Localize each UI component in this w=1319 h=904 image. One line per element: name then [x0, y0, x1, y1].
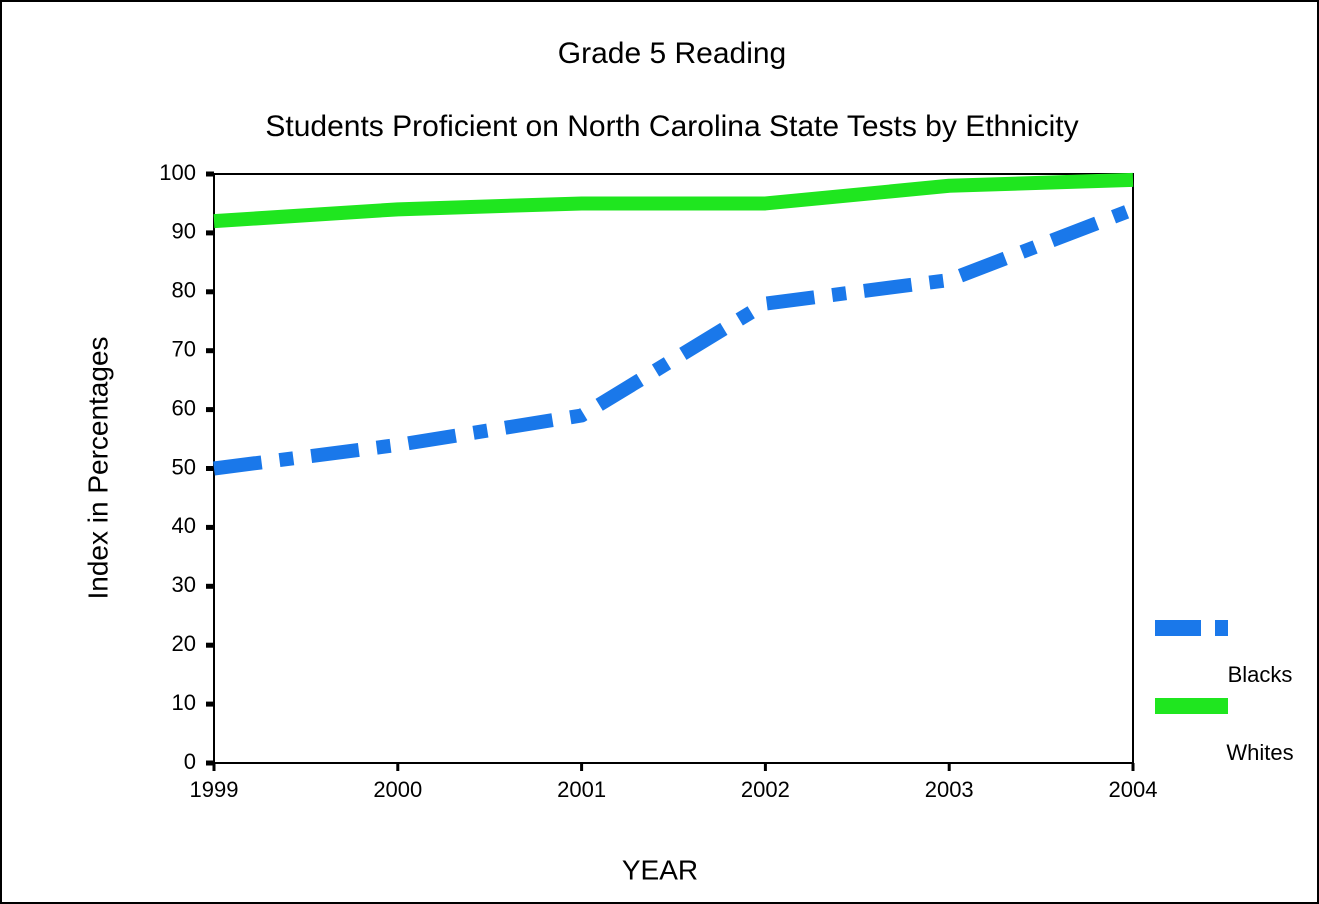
- y-tick-label: 30: [172, 572, 196, 597]
- legend-label: Whites: [1226, 740, 1293, 765]
- y-tick-label: 20: [172, 631, 196, 656]
- y-tick-label: 70: [172, 337, 196, 362]
- x-axis-label: YEAR: [622, 854, 698, 885]
- y-axis-label: Index in Percentages: [82, 336, 113, 599]
- x-tick-label: 2001: [557, 777, 606, 802]
- x-tick-label: 2003: [925, 777, 974, 802]
- legend-label: Blacks: [1228, 662, 1293, 687]
- x-tick-label: 2000: [373, 777, 422, 802]
- x-tick-label: 1999: [190, 777, 239, 802]
- y-tick-label: 90: [172, 219, 196, 244]
- y-tick-label: 10: [172, 690, 196, 715]
- y-tick-label: 100: [159, 160, 196, 185]
- y-tick-label: 0: [184, 749, 196, 774]
- chart-subtitle: Students Proficient on North Carolina St…: [265, 110, 1078, 143]
- y-tick-label: 50: [172, 454, 196, 479]
- x-tick-label: 2002: [741, 777, 790, 802]
- series-line: [213, 172, 1134, 229]
- y-tick-label: 80: [172, 278, 196, 303]
- x-tick-label: 2004: [1109, 777, 1158, 802]
- chart-title: Grade 5 Reading: [558, 37, 787, 70]
- series-line: [213, 202, 1136, 476]
- y-tick-label: 40: [172, 513, 196, 538]
- y-tick-label: 60: [172, 395, 196, 420]
